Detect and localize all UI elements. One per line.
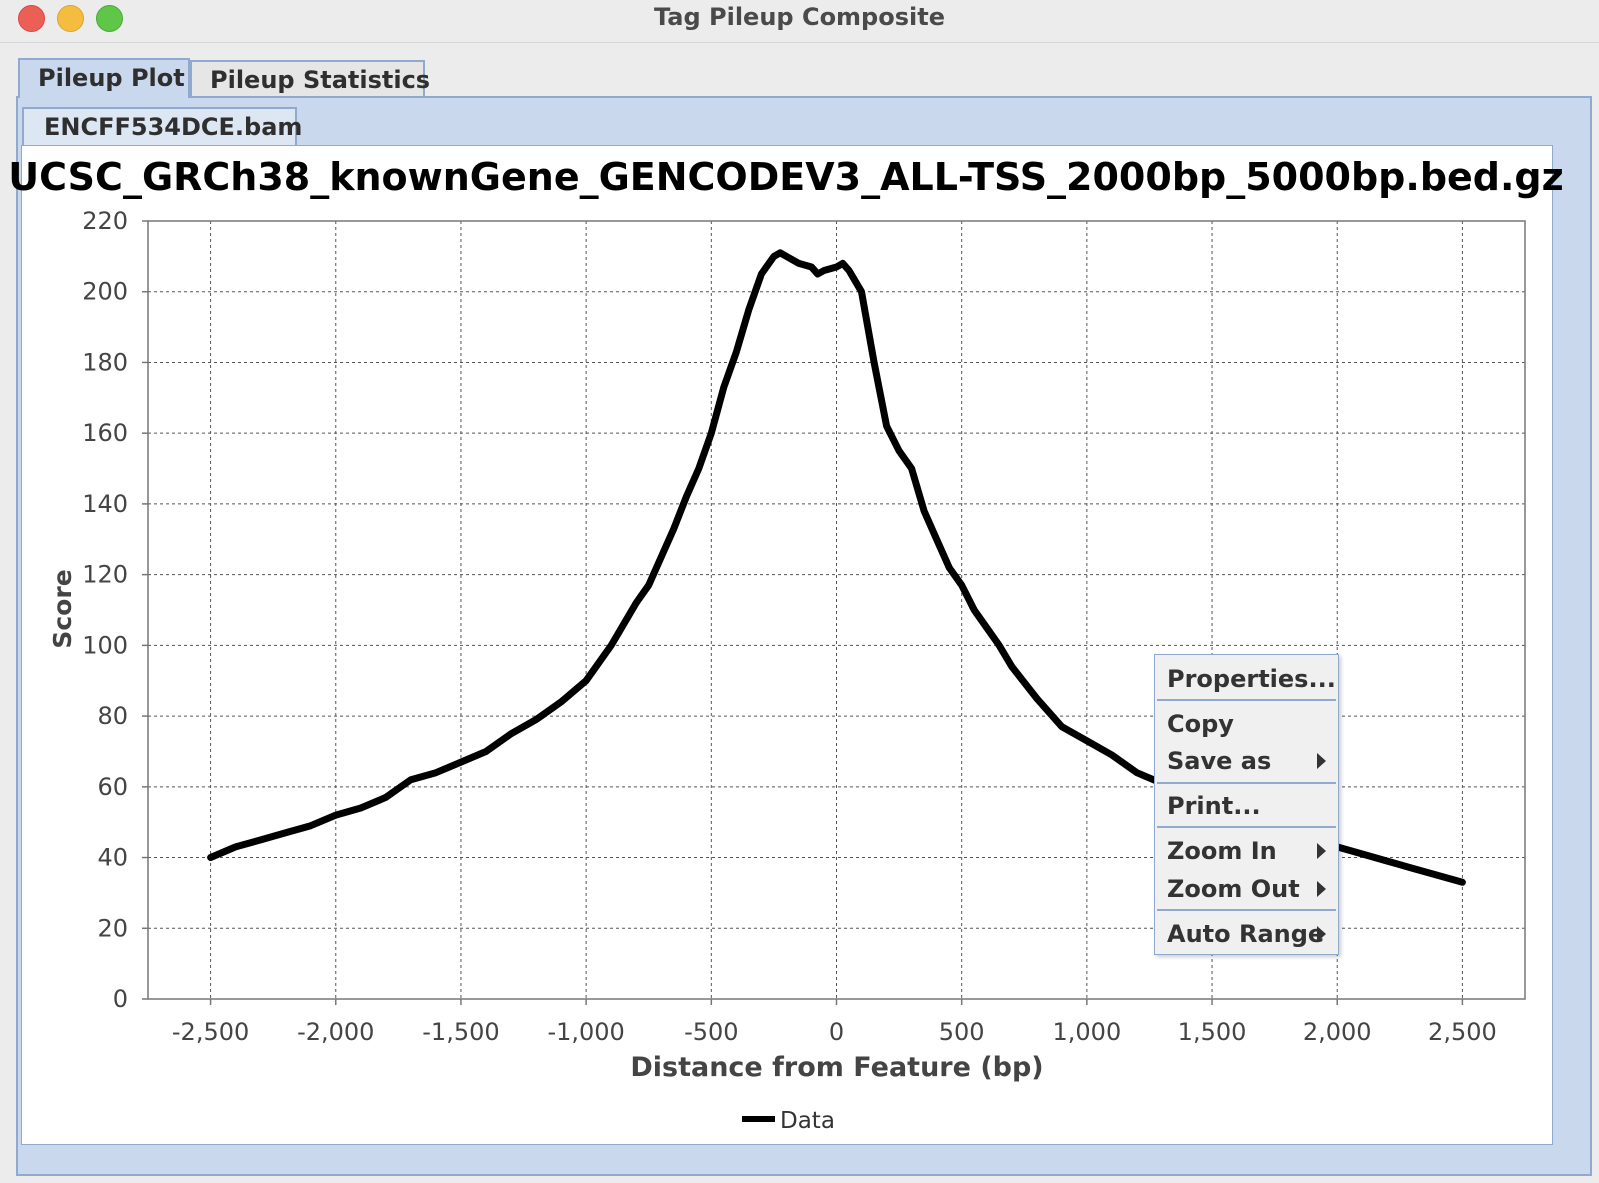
x-tick-label: 500 bbox=[939, 1018, 985, 1046]
menu-item-copy[interactable]: Copy bbox=[1167, 707, 1338, 741]
tab-pileup-statistics[interactable]: Pileup Statistics bbox=[190, 60, 430, 96]
legend-label-data: Data bbox=[780, 1108, 835, 1134]
y-axis-label: Score bbox=[48, 569, 77, 648]
axis-ticks: -2,500 -2,000 -1,500 -1,000 -500 0 500 1,000 1,5… bbox=[82, 207, 1497, 1046]
submenu-arrow-icon bbox=[1317, 926, 1326, 942]
menu-item-zoom-in[interactable]: Zoom In bbox=[1167, 834, 1338, 868]
y-tick-label: 220 bbox=[82, 207, 128, 235]
x-tick-label: -2,000 bbox=[297, 1018, 374, 1046]
minimize-window-button[interactable] bbox=[57, 5, 84, 32]
y-tick-label: 180 bbox=[82, 348, 128, 376]
y-tick-label: 140 bbox=[82, 490, 128, 518]
submenu-arrow-icon bbox=[1317, 881, 1326, 897]
menu-item-auto-range[interactable]: Auto Range bbox=[1167, 917, 1338, 951]
chart-legend: Data bbox=[742, 1108, 835, 1134]
close-window-button[interactable] bbox=[18, 5, 45, 32]
x-tick-label: 2,000 bbox=[1303, 1018, 1372, 1046]
x-tick-label: -500 bbox=[684, 1018, 738, 1046]
chart-context-menu: Properties... Copy Save as Print... Zoom… bbox=[1154, 654, 1339, 955]
x-tick-label: -1,500 bbox=[422, 1018, 499, 1046]
x-axis-label: Distance from Feature (bp) bbox=[630, 1052, 1043, 1083]
menu-separator bbox=[1157, 782, 1336, 784]
chart-title: UCSC_GRCh38_knownGene_GENCODEV3_ALL-TSS_… bbox=[8, 155, 1564, 199]
x-tick-label: 1,500 bbox=[1178, 1018, 1247, 1046]
menu-item-label: Auto Range bbox=[1167, 920, 1325, 948]
y-tick-label: 120 bbox=[82, 561, 128, 589]
title-bar: Tag Pileup Composite bbox=[0, 0, 1599, 43]
submenu-arrow-icon bbox=[1317, 843, 1326, 859]
y-tick-label: 160 bbox=[82, 419, 128, 447]
menu-item-label: Print... bbox=[1167, 792, 1261, 820]
tab-file-bam[interactable]: ENCFF534DCE.bam bbox=[22, 107, 302, 147]
x-tick-label: 2,500 bbox=[1428, 1018, 1497, 1046]
y-tick-label: 20 bbox=[97, 914, 128, 942]
submenu-arrow-icon bbox=[1317, 753, 1326, 769]
x-tick-label: -1,000 bbox=[547, 1018, 624, 1046]
y-tick-label: 80 bbox=[97, 702, 128, 730]
menu-item-label: Properties... bbox=[1167, 665, 1336, 693]
window-title: Tag Pileup Composite bbox=[654, 3, 945, 31]
menu-separator bbox=[1157, 699, 1336, 701]
menu-item-label: Zoom Out bbox=[1167, 875, 1300, 903]
y-tick-label: 0 bbox=[113, 985, 128, 1013]
y-tick-label: 40 bbox=[97, 844, 128, 872]
menu-separator bbox=[1157, 909, 1336, 911]
tab-pileup-plot[interactable]: Pileup Plot bbox=[18, 58, 190, 98]
menu-item-print[interactable]: Print... bbox=[1167, 789, 1338, 823]
menu-item-label: Copy bbox=[1167, 710, 1234, 738]
x-tick-label: 1,000 bbox=[1053, 1018, 1122, 1046]
menu-item-zoom-out[interactable]: Zoom Out bbox=[1167, 872, 1338, 906]
menu-separator bbox=[1157, 826, 1336, 828]
menu-item-label: Save as bbox=[1167, 747, 1272, 775]
menu-item-label: Zoom In bbox=[1167, 837, 1277, 865]
y-tick-label: 200 bbox=[82, 278, 128, 306]
menu-item-save-as[interactable]: Save as bbox=[1167, 744, 1338, 778]
menu-item-properties[interactable]: Properties... bbox=[1167, 662, 1338, 696]
y-tick-label: 100 bbox=[82, 631, 128, 659]
x-tick-label: -2,500 bbox=[172, 1018, 249, 1046]
maximize-window-button[interactable] bbox=[96, 5, 123, 32]
x-tick-label: 0 bbox=[829, 1018, 844, 1046]
y-tick-label: 60 bbox=[97, 773, 128, 801]
